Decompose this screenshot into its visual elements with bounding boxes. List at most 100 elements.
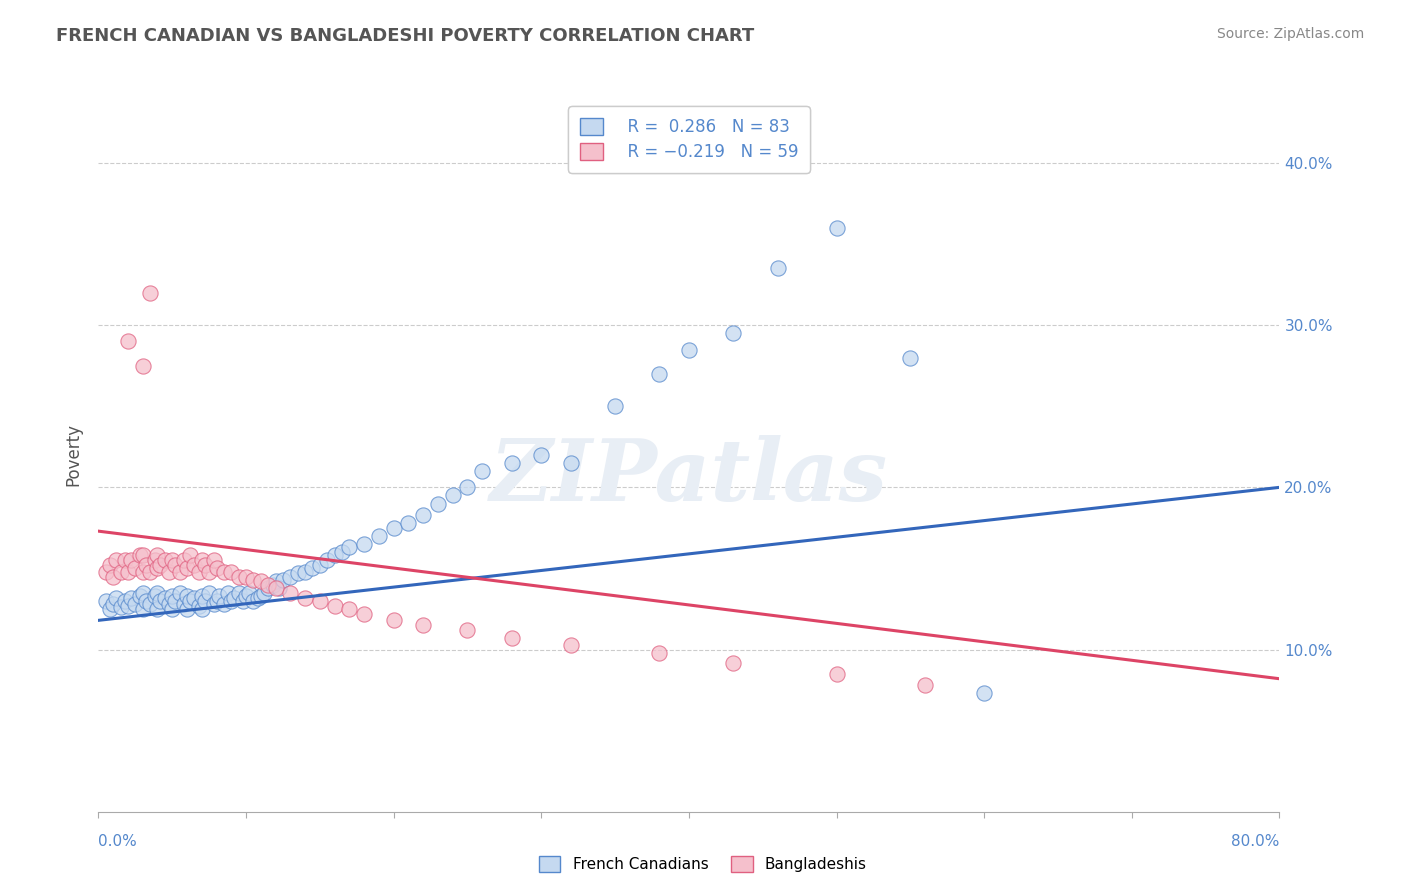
Point (235, 589, 257, 603)
Point (353, 537, 375, 551)
Point (110, 565, 132, 579)
Point (228, 569, 250, 583)
Point (224, 591, 246, 605)
Point (287, 566, 309, 581)
Point (103, 597, 125, 611)
Point (501, 456, 523, 470)
Point (238, 586, 260, 600)
Point (973, 686, 995, 700)
Point (124, 561, 146, 575)
Point (257, 577, 280, 591)
Point (114, 553, 136, 567)
Point (132, 565, 155, 579)
Point (396, 516, 419, 530)
Point (124, 597, 146, 611)
Point (191, 589, 214, 603)
Text: 0.0%: 0.0% (98, 834, 138, 849)
Point (146, 602, 169, 616)
Point (382, 521, 405, 535)
Point (219, 565, 242, 579)
Point (128, 549, 150, 563)
Point (382, 613, 405, 627)
Point (412, 508, 434, 522)
Point (456, 623, 478, 637)
Point (232, 594, 254, 608)
Point (132, 586, 155, 600)
Point (179, 594, 201, 608)
Point (176, 589, 198, 603)
Point (605, 399, 627, 413)
Point (132, 359, 155, 373)
Point (94, 594, 117, 608)
Text: ZIPatlas: ZIPatlas (489, 434, 889, 518)
Text: 80.0%: 80.0% (1232, 834, 1279, 849)
Point (120, 591, 142, 605)
Point (165, 594, 187, 608)
Point (723, 326, 745, 341)
Point (120, 553, 142, 567)
Point (205, 561, 228, 575)
Point (146, 561, 169, 575)
Point (194, 558, 217, 573)
Point (187, 565, 209, 579)
Point (208, 589, 231, 603)
Point (173, 597, 195, 611)
Point (146, 549, 169, 563)
Point (183, 591, 205, 605)
Point (157, 597, 180, 611)
Point (456, 480, 478, 494)
Point (427, 497, 450, 511)
Point (169, 586, 191, 600)
Point (128, 589, 150, 603)
Point (173, 553, 195, 567)
Point (157, 565, 180, 579)
Point (169, 565, 191, 579)
Point (339, 541, 360, 555)
Point (198, 565, 221, 579)
Point (900, 351, 922, 365)
Point (441, 488, 464, 502)
Point (135, 558, 157, 573)
Point (309, 594, 332, 608)
Point (301, 561, 323, 575)
Point (309, 558, 332, 573)
Point (766, 261, 789, 276)
Point (530, 448, 553, 462)
Point (165, 558, 187, 573)
Point (176, 561, 198, 575)
Point (94, 565, 117, 579)
Point (183, 558, 205, 573)
Point (825, 666, 848, 681)
Point (294, 565, 316, 579)
Point (219, 594, 242, 608)
Point (105, 553, 128, 567)
Point (191, 553, 214, 567)
Point (146, 586, 169, 600)
Point (212, 565, 235, 579)
Legend: French Canadians, Bangladeshis: French Canadians, Bangladeshis (531, 848, 875, 880)
Point (194, 594, 217, 608)
Point (353, 607, 375, 621)
Point (135, 594, 157, 608)
Point (162, 553, 183, 567)
Text: Source: ZipAtlas.com: Source: ZipAtlas.com (1216, 27, 1364, 41)
Point (316, 553, 339, 567)
Point (648, 646, 671, 660)
Point (560, 638, 582, 652)
Point (110, 600, 132, 615)
Point (271, 573, 294, 587)
Point (198, 586, 221, 600)
Point (153, 591, 176, 605)
Point (339, 602, 360, 616)
Point (262, 577, 284, 591)
Point (323, 599, 346, 613)
Point (187, 599, 209, 613)
Point (678, 343, 700, 357)
Point (117, 565, 139, 579)
Point (117, 334, 139, 349)
Point (132, 602, 155, 616)
Point (149, 558, 172, 573)
Point (825, 220, 848, 235)
Point (103, 569, 125, 583)
Point (723, 656, 745, 670)
